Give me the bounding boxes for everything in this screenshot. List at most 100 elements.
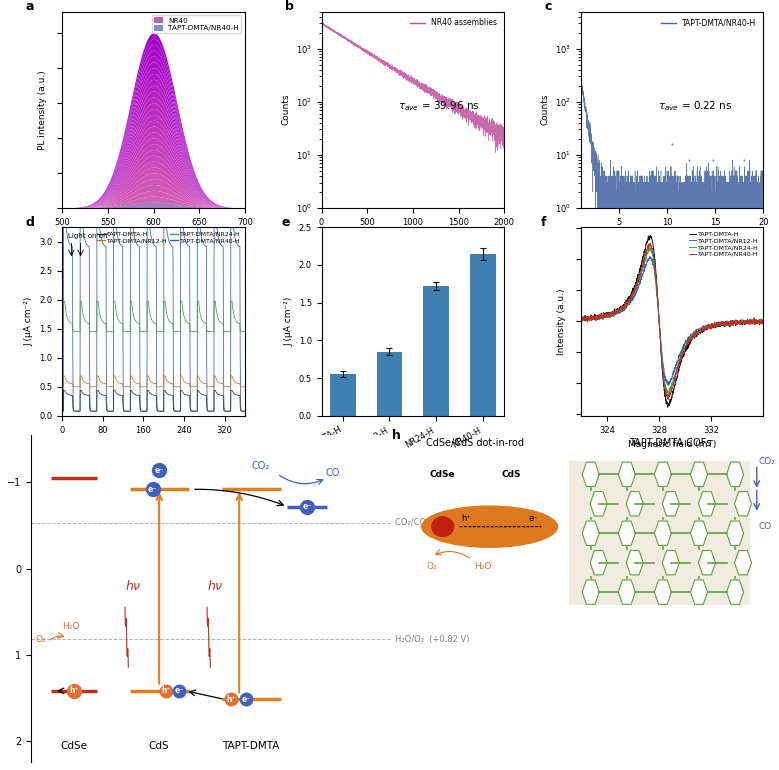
Polygon shape — [735, 491, 752, 516]
TAPT-DMTA/NR24-H — [719, 320, 728, 329]
TAPT-DMTA/NR24-H — [191, 327, 200, 336]
TAPT-DMTA-H — [58, 407, 67, 416]
Line: TAPT-DMTA-H: TAPT-DMTA-H — [581, 236, 763, 407]
TAPT-DMTA/NR24-H — [120, 327, 129, 336]
Polygon shape — [699, 491, 715, 516]
Legend: TAPT-DMTA-H, TAPT-DMTA/NR12-H, TAPT-DMTA/NR24-H, TAPT-DMTA/NR40-H: TAPT-DMTA-H, TAPT-DMTA/NR12-H, TAPT-DMTA… — [96, 230, 241, 244]
Text: h⁺: h⁺ — [69, 686, 79, 695]
TAPT-DMTA-H — [576, 313, 586, 322]
TAPT-DMTA/NR24-H — [144, 300, 153, 310]
TAPT-DMTA/NR24-H — [657, 348, 666, 357]
Polygon shape — [582, 462, 599, 487]
Text: e⁻: e⁻ — [241, 695, 251, 704]
TAPT-DMTA/NR12-H — [722, 319, 731, 328]
Text: f: f — [541, 216, 546, 229]
Text: h⁺: h⁺ — [227, 695, 236, 704]
Polygon shape — [582, 521, 599, 545]
TAPT-DMTA-H — [663, 403, 672, 412]
Legend: NR40, TAPT-DMTA/NR40-H: NR40, TAPT-DMTA/NR40-H — [152, 15, 241, 33]
TAPT-DMTA/NR40-H — [144, 208, 153, 217]
Text: CO₂: CO₂ — [252, 461, 270, 471]
TAPT-DMTA-H — [144, 387, 153, 396]
TAPT-DMTA/NR24-H — [233, 318, 242, 327]
X-axis label: Time (ns): Time (ns) — [392, 233, 434, 241]
TAPT-DMTA/NR40-H — [759, 317, 768, 326]
TAPT-DMTA/NR12-H — [233, 379, 242, 388]
TAPT-DMTA/NR40-H — [231, 233, 240, 243]
Text: H₂O/O₂  (+0.82 V): H₂O/O₂ (+0.82 V) — [396, 634, 470, 644]
TAPT-DMTA/NR24-H — [240, 327, 249, 336]
TAPT-DMTA-H — [595, 313, 605, 323]
Text: e⁻: e⁻ — [529, 514, 538, 524]
TAPT-DMTA/NR40-H — [240, 407, 249, 416]
Text: h⁺: h⁺ — [161, 686, 171, 695]
TAPT-DMTA/NR40-H — [58, 201, 68, 210]
Polygon shape — [690, 521, 707, 545]
Line: TAPT-DMTA/NR24-H: TAPT-DMTA/NR24-H — [62, 301, 245, 332]
Text: CdS: CdS — [502, 470, 521, 479]
TAPT-DMTA-H — [196, 390, 206, 399]
Y-axis label: J (μA cm⁻²): J (μA cm⁻²) — [284, 296, 293, 346]
TAPT-DMTA-H — [719, 320, 728, 329]
X-axis label: Time (s): Time (s) — [136, 440, 172, 449]
TAPT-DMTA/NR40-H — [576, 314, 586, 323]
TAPT-DMTA/NR12-H — [702, 321, 711, 330]
TAPT-DMTA/NR12-H — [759, 315, 768, 324]
X-axis label: Magnetic field (mT): Magnetic field (mT) — [628, 440, 717, 449]
Line: TAPT-DMTA/NR40-H: TAPT-DMTA/NR40-H — [581, 243, 763, 400]
TAPT-DMTA-H — [722, 318, 731, 327]
TAPT-DMTA-H — [646, 231, 655, 240]
Text: e: e — [281, 216, 290, 229]
Y-axis label: PL intensity (a.u.): PL intensity (a.u.) — [38, 70, 47, 149]
Text: CO₂/CO (-0.53 V): CO₂/CO (-0.53 V) — [396, 518, 466, 527]
Text: CdSe/CdS dot-in-rod: CdSe/CdS dot-in-rod — [426, 438, 524, 448]
Text: H₂O: H₂O — [474, 562, 491, 571]
TAPT-DMTA-H — [120, 407, 129, 416]
Polygon shape — [699, 551, 715, 575]
TAPT-DMTA/NR40-H — [719, 318, 728, 327]
TAPT-DMTA/NR24-H — [647, 243, 656, 253]
TAPT-DMTA/NR12-H — [120, 382, 129, 391]
Y-axis label: J (μA cm⁻²): J (μA cm⁻²) — [25, 296, 33, 346]
Line: TAPT-DMTA/NR12-H: TAPT-DMTA/NR12-H — [581, 256, 763, 385]
TAPT-DMTA-H — [657, 353, 666, 362]
Text: O₂: O₂ — [427, 562, 437, 571]
Text: d: d — [26, 216, 35, 229]
Legend: NR40 assemblies: NR40 assemblies — [407, 15, 500, 31]
TAPT-DMTA/NR24-H — [702, 322, 711, 331]
Polygon shape — [662, 491, 679, 516]
TAPT-DMTA/NR12-H — [595, 313, 605, 323]
Text: h⁺: h⁺ — [460, 514, 471, 524]
Line: TAPT-DMTA/NR12-H: TAPT-DMTA/NR12-H — [62, 376, 245, 387]
TAPT-DMTA/NR24-H — [595, 313, 605, 323]
X-axis label: Wavelength (nm): Wavelength (nm) — [115, 233, 192, 241]
TAPT-DMTA-H — [231, 390, 240, 399]
TAPT-DMTA/NR12-H — [664, 380, 673, 390]
Text: e⁻: e⁻ — [174, 686, 184, 695]
Polygon shape — [654, 462, 671, 487]
TAPT-DMTA/NR12-H — [657, 345, 666, 354]
TAPT-DMTA/NR24-H — [722, 320, 731, 329]
TAPT-DMTA/NR24-H — [58, 296, 68, 306]
TAPT-DMTA-H — [233, 390, 242, 400]
Text: e⁻: e⁻ — [154, 466, 164, 475]
TAPT-DMTA/NR40-H — [196, 229, 206, 239]
Polygon shape — [727, 462, 744, 487]
TAPT-DMTA/NR40-H — [657, 351, 666, 360]
TAPT-DMTA/NR24-H — [196, 313, 206, 322]
TAPT-DMTA-H — [191, 407, 200, 416]
TAPT-DMTA/NR40-H — [646, 239, 655, 248]
Bar — [424, 286, 449, 416]
Polygon shape — [662, 551, 679, 575]
Polygon shape — [690, 580, 707, 604]
Polygon shape — [727, 521, 744, 545]
TAPT-DMTA-H — [240, 407, 249, 416]
TAPT-DMTA/NR12-H — [58, 382, 67, 391]
Text: O₂: O₂ — [36, 634, 46, 644]
TAPT-DMTA/NR12-H — [191, 382, 200, 391]
Line: TAPT-DMTA/NR40-H: TAPT-DMTA/NR40-H — [62, 206, 245, 411]
TAPT-DMTA/NR12-H — [58, 371, 68, 380]
TAPT-DMTA/NR12-H — [650, 271, 660, 280]
TAPT-DMTA-H — [650, 255, 660, 264]
TAPT-DMTA/NR40-H — [58, 407, 67, 416]
